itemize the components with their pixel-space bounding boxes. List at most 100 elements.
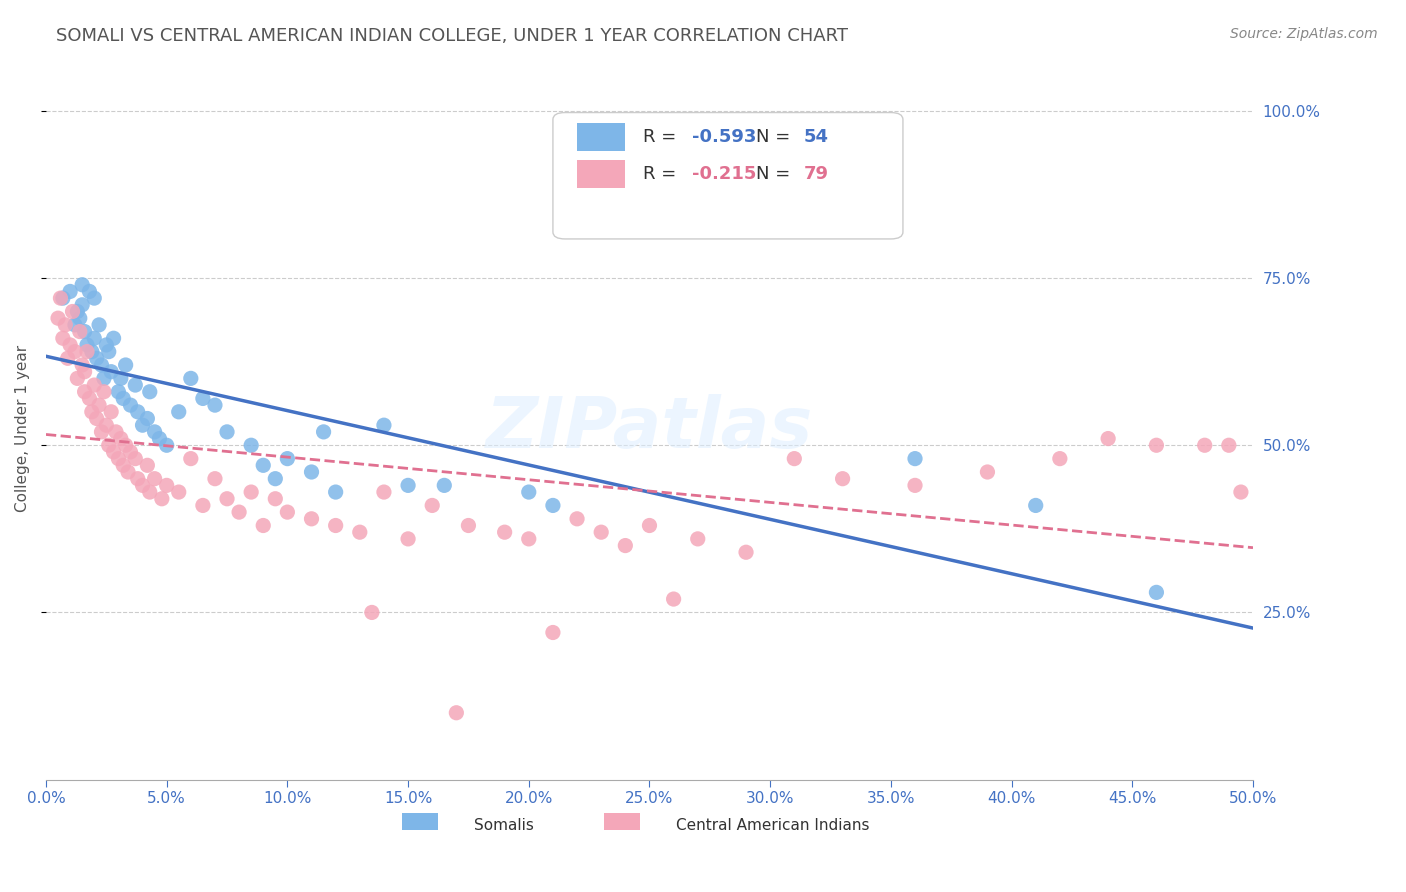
Point — [107, 384, 129, 399]
Point — [93, 371, 115, 385]
Point — [86, 411, 108, 425]
Point — [143, 425, 166, 439]
Point — [433, 478, 456, 492]
Point — [63, 344, 86, 359]
Point — [167, 485, 190, 500]
Point — [83, 291, 105, 305]
Point — [52, 331, 75, 345]
Point — [52, 291, 75, 305]
Point — [69, 325, 91, 339]
Text: ZIPatlas: ZIPatlas — [486, 394, 813, 463]
Point — [70, 277, 93, 292]
Point — [420, 499, 443, 513]
Text: Source: ZipAtlas.com: Source: ZipAtlas.com — [1230, 27, 1378, 41]
Point — [252, 458, 274, 473]
Point — [83, 331, 105, 345]
Point — [240, 438, 263, 452]
Point — [517, 532, 540, 546]
Point — [110, 371, 132, 385]
Point — [301, 512, 323, 526]
Point — [446, 706, 468, 720]
Point — [276, 451, 298, 466]
Text: SOMALI VS CENTRAL AMERICAN INDIAN COLLEGE, UNDER 1 YEAR CORRELATION CHART: SOMALI VS CENTRAL AMERICAN INDIAN COLLEG… — [56, 27, 848, 45]
Point — [62, 304, 84, 318]
Text: R =: R = — [644, 165, 682, 184]
Point — [86, 351, 108, 366]
Point — [396, 532, 419, 546]
Point — [76, 344, 98, 359]
Point — [904, 451, 927, 466]
Text: N =: N = — [755, 128, 796, 146]
Point — [1194, 438, 1216, 452]
Point — [124, 451, 146, 466]
Point — [180, 371, 202, 385]
Text: -0.593: -0.593 — [692, 128, 756, 146]
Point — [90, 425, 112, 439]
Point — [103, 331, 125, 345]
Point — [139, 384, 162, 399]
Text: N =: N = — [755, 165, 796, 184]
Point — [156, 478, 179, 492]
FancyBboxPatch shape — [402, 813, 439, 830]
Point — [53, 318, 76, 332]
Point — [360, 606, 382, 620]
Point — [120, 445, 142, 459]
Point — [110, 432, 132, 446]
Point — [136, 411, 159, 425]
Point — [191, 392, 214, 406]
Point — [565, 512, 588, 526]
Point — [97, 344, 120, 359]
Text: -0.215: -0.215 — [692, 165, 756, 184]
Point — [396, 478, 419, 492]
Point — [136, 458, 159, 473]
Point — [79, 392, 101, 406]
Point — [1097, 432, 1119, 446]
Point — [112, 458, 135, 473]
Point — [80, 405, 103, 419]
Y-axis label: College, Under 1 year: College, Under 1 year — [15, 345, 30, 512]
Text: 79: 79 — [804, 165, 830, 184]
Point — [541, 625, 564, 640]
Point — [96, 338, 118, 352]
Point — [276, 505, 298, 519]
Point — [1049, 451, 1071, 466]
Point — [143, 472, 166, 486]
Point — [59, 285, 82, 299]
Point — [301, 465, 323, 479]
Point — [976, 465, 998, 479]
Point — [87, 398, 110, 412]
Point — [167, 405, 190, 419]
FancyBboxPatch shape — [603, 813, 640, 830]
Point — [373, 485, 395, 500]
Point — [131, 478, 153, 492]
Point — [1025, 499, 1047, 513]
Point — [904, 478, 927, 492]
Point — [103, 445, 125, 459]
FancyBboxPatch shape — [553, 112, 903, 239]
Point — [325, 518, 347, 533]
Point — [735, 545, 758, 559]
FancyBboxPatch shape — [576, 123, 626, 151]
Point — [120, 398, 142, 412]
FancyBboxPatch shape — [576, 161, 626, 188]
Point — [73, 325, 96, 339]
Point — [150, 491, 173, 506]
Point — [240, 485, 263, 500]
Text: Central American Indians: Central American Indians — [676, 818, 869, 833]
Point — [131, 418, 153, 433]
Point — [63, 318, 86, 332]
Point — [56, 351, 79, 366]
Point — [93, 384, 115, 399]
Point — [312, 425, 335, 439]
Point — [69, 311, 91, 326]
Point — [662, 592, 685, 607]
Point — [215, 425, 238, 439]
Point — [191, 499, 214, 513]
Point — [114, 438, 136, 452]
Point — [541, 499, 564, 513]
Point — [139, 485, 162, 500]
Point — [66, 371, 89, 385]
Point — [349, 525, 371, 540]
Point — [591, 525, 613, 540]
Point — [79, 285, 101, 299]
